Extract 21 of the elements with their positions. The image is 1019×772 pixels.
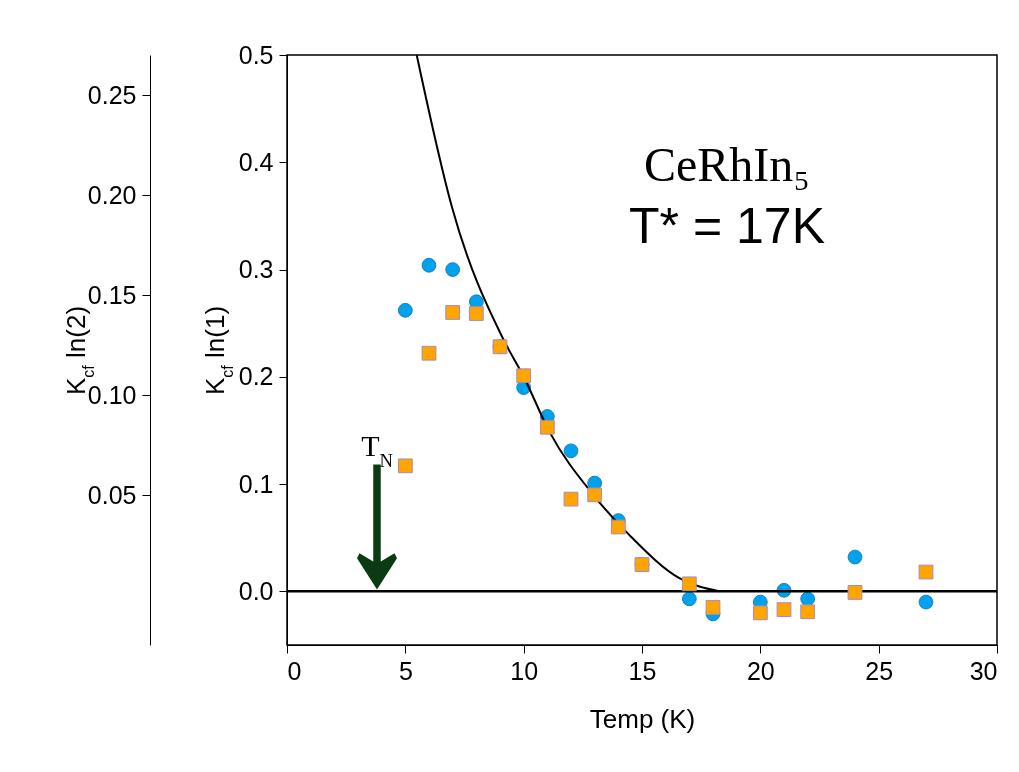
y-tick-label: 0.1 [238,469,274,498]
y2-tick-label: 0.20 [87,180,137,209]
annotation: T$_{N}$ [361,429,393,471]
annotation: T* = 17K [629,198,825,254]
y-tick-label: 0.0 [238,576,274,605]
x-tick-label: 25 [865,656,894,685]
x-axis-title: Temp (K) [589,703,696,734]
y2-tick-label: 0.25 [87,80,137,109]
annotation: CeRhIn₅ [643,138,811,191]
y-tick-label: 0.5 [238,40,274,69]
y-tick-label: 0.4 [238,147,274,176]
y-tick-label: 0.3 [238,255,274,284]
x-tick-label: 0 [287,656,302,685]
y2-tick-label: 0.05 [87,480,137,509]
x-tick-label: 15 [628,656,657,685]
x-tick-label: 30 [969,656,998,685]
x-tick-label: 20 [746,656,775,685]
y2-tick-label: 0.15 [87,280,137,309]
x-tick-label: 10 [510,656,539,685]
x-tick-label: 5 [398,656,413,685]
y-tick-label: 0.2 [238,362,274,391]
